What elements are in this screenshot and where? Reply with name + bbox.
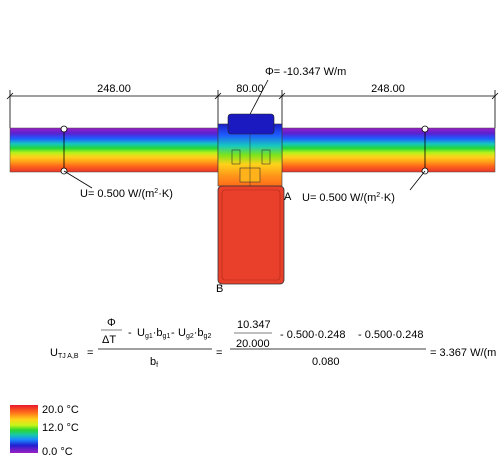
svg-text:10.347: 10.347 xyxy=(237,319,271,331)
heat-flow-label: Φ= -10.347 W/m xyxy=(265,66,346,78)
svg-text:-: - xyxy=(171,327,175,339)
svg-text:- 0.500·0.248: - 0.500·0.248 xyxy=(358,329,423,341)
temperature-legend-bar xyxy=(10,405,38,453)
wall-right xyxy=(282,128,495,172)
svg-text:0.080: 0.080 xyxy=(312,356,340,368)
u-left-leader xyxy=(63,170,93,189)
svg-text:20.000: 20.000 xyxy=(236,338,270,350)
svg-text:= 3.367 W/(m: = 3.367 W/(m xyxy=(430,347,496,359)
svg-text:Ug2·bg2: Ug2·bg2 xyxy=(178,327,211,340)
bottom-profile xyxy=(217,185,285,285)
wall-left xyxy=(10,128,218,172)
svg-text:- 0.500·0.248: - 0.500·0.248 xyxy=(280,329,345,341)
legend-min: 0.0 °C xyxy=(42,446,73,458)
svg-text:UTJ A,B: UTJ A,B xyxy=(50,347,79,360)
bottom-profile-inner xyxy=(221,189,281,281)
formula: UTJ A,B = Φ ΔT - Ug1·bg1 - Ug2·bg2 bf = … xyxy=(50,317,496,369)
svg-text:=: = xyxy=(87,347,93,359)
point-a-label: A xyxy=(284,191,292,203)
heat-flow-value: = -10.347 W/m xyxy=(274,66,346,78)
u-right-leader xyxy=(409,170,426,191)
dimension-middle: 80.00 xyxy=(236,83,264,95)
svg-text:-: - xyxy=(128,327,132,339)
dimension-right: 248.00 xyxy=(371,83,405,95)
phi-symbol: Φ xyxy=(265,66,274,78)
dimension-lines xyxy=(6,90,499,128)
svg-text:=: = xyxy=(216,347,222,359)
heat-flow-leader xyxy=(247,79,269,119)
svg-text:Ug1·bg1: Ug1·bg1 xyxy=(137,327,170,340)
svg-text:bf: bf xyxy=(150,356,158,369)
u-value-right: U= 0.500 W/(m2·K) xyxy=(302,192,395,204)
dimension-left: 248.00 xyxy=(97,83,131,95)
svg-text:Φ: Φ xyxy=(107,317,116,329)
legend-max: 20.0 °C xyxy=(42,404,79,416)
legend-mid: 12.0 °C xyxy=(42,422,79,434)
svg-text:ΔT: ΔT xyxy=(102,334,116,346)
junction-core xyxy=(217,113,283,187)
u-value-left: U= 0.500 W/(m2·K) xyxy=(80,188,173,200)
point-b-label: B xyxy=(216,283,223,295)
